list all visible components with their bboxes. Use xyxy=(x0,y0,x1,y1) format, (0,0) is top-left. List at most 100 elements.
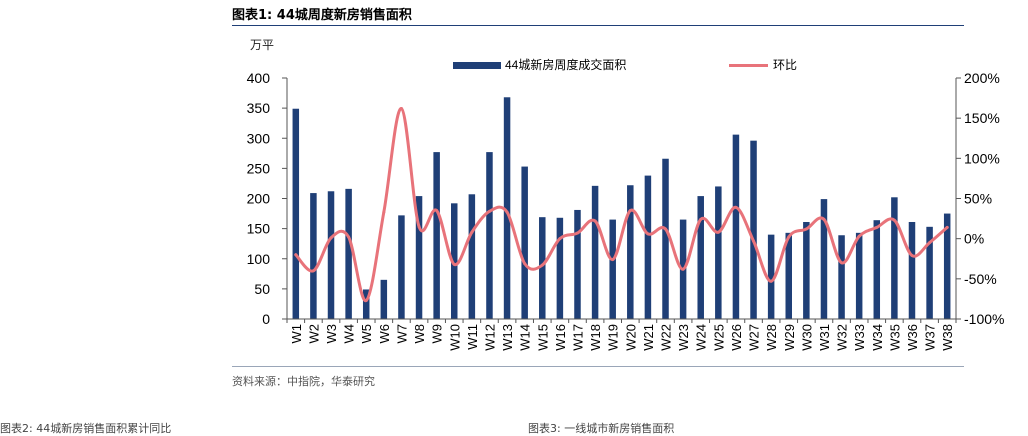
x-axis-tick-label: W28 xyxy=(764,324,779,351)
legend: 44城新房周度成交面积 环比 xyxy=(453,57,797,72)
right-axis-tick-label: 100% xyxy=(964,150,1000,166)
bar xyxy=(644,175,652,319)
ratio-point xyxy=(523,262,527,266)
x-axis-tick-label: W9 xyxy=(430,324,445,344)
ratio-point xyxy=(804,227,808,231)
ratio-point xyxy=(487,209,491,213)
legend-line-label: 环比 xyxy=(773,58,797,72)
left-axis-tick-label: 250 xyxy=(247,160,271,176)
title-rule xyxy=(232,25,964,26)
ratio-point xyxy=(575,231,579,235)
ratio-point xyxy=(558,237,562,241)
ratio-line xyxy=(294,107,949,303)
ratio-point xyxy=(399,107,403,111)
right-axis-tick-label: -100% xyxy=(964,311,1004,327)
x-axis-tick-label: W4 xyxy=(342,324,357,344)
x-axis-tick-label: W33 xyxy=(852,324,867,351)
ratio-point xyxy=(611,258,615,262)
bar xyxy=(591,185,599,319)
bar xyxy=(503,97,511,319)
source-note: 资料来源：中指院，华泰研究 xyxy=(232,375,375,388)
ratio-point xyxy=(329,236,333,240)
x-axis-tick-label: W35 xyxy=(887,324,902,351)
left-axis: 0 50 100 150 200 250 300 350 400 xyxy=(247,70,288,327)
bar xyxy=(380,279,388,319)
bar xyxy=(715,186,722,319)
bar xyxy=(398,215,405,319)
bar xyxy=(750,140,757,319)
bar xyxy=(609,219,616,319)
bar xyxy=(785,232,792,319)
left-axis-unit-label: 万平 xyxy=(250,38,274,52)
ratio-point xyxy=(470,230,474,234)
ratio-point xyxy=(664,227,668,231)
bar xyxy=(362,289,370,319)
bar xyxy=(627,185,634,319)
ratio-point xyxy=(435,209,439,213)
x-axis-tick-label: W21 xyxy=(641,324,656,351)
right-axis-tick-label: 50% xyxy=(964,191,992,207)
left-axis-tick-label: 50 xyxy=(254,281,270,297)
bar xyxy=(873,220,881,319)
x-axis-tick-label: W23 xyxy=(676,324,691,351)
left-axis-tick-label: 100 xyxy=(247,251,271,267)
left-axis-tick-label: 200 xyxy=(247,191,271,207)
bar xyxy=(556,217,564,319)
ratio-point xyxy=(311,269,315,273)
bar xyxy=(803,221,810,319)
ratio-point xyxy=(716,230,720,234)
x-axis-tick-label: W27 xyxy=(747,324,762,351)
right-axis: -100% -50% 0% 50% 100% 150% 200% xyxy=(955,70,1004,327)
bar xyxy=(767,234,775,319)
right-axis-tick-label: 150% xyxy=(964,110,1000,126)
ratio-point xyxy=(364,299,368,303)
ratio-points xyxy=(294,107,949,303)
ratio-point xyxy=(382,210,386,214)
bar xyxy=(292,108,300,319)
bar-series xyxy=(292,97,951,319)
x-axis-tick-label: W37 xyxy=(923,324,938,351)
ratio-point xyxy=(628,209,632,213)
bar xyxy=(697,196,704,319)
left-axis-tick-label: 150 xyxy=(247,221,271,237)
x-axis-tick-label: W2 xyxy=(306,324,321,344)
bar xyxy=(468,194,476,319)
x-axis-tick-label: W38 xyxy=(940,324,955,351)
x-axis-tick-label: W11 xyxy=(465,324,480,350)
x-axis-tick-label: W7 xyxy=(394,324,409,344)
x-axis-tick-label: W32 xyxy=(835,324,850,351)
x-axis-tick-label: W19 xyxy=(606,324,621,351)
left-axis-tick-label: 350 xyxy=(247,100,271,116)
bar xyxy=(433,152,440,319)
ratio-point xyxy=(417,225,421,229)
x-axis-tick-label: W29 xyxy=(782,324,797,351)
ratio-point xyxy=(540,263,544,267)
bar xyxy=(943,213,951,319)
legend-bar-label: 44城新房周度成交面积 xyxy=(505,57,626,72)
x-axis-tick-label: W15 xyxy=(535,324,550,351)
bar xyxy=(908,221,916,319)
ratio-point xyxy=(646,232,650,236)
ratio-point xyxy=(787,235,791,239)
x-axis-tick-label: W12 xyxy=(482,324,497,351)
x-axis: W1 W2 W3 W4 W5 W6 W7 W8 W9 W10 W11 W12 W13 W14 W15 W16 W… xyxy=(286,318,957,351)
bar xyxy=(891,197,898,319)
ratio-point xyxy=(840,261,844,265)
x-axis-tick-label: W20 xyxy=(623,324,638,351)
ratio-point xyxy=(769,279,773,283)
ratio-point xyxy=(752,239,756,243)
x-axis-tick-label: W31 xyxy=(817,324,832,351)
bar xyxy=(345,188,352,319)
bar xyxy=(732,134,740,319)
ratio-point xyxy=(875,225,879,229)
ratio-point xyxy=(910,254,914,258)
source-rule xyxy=(232,366,964,367)
bar xyxy=(838,235,845,319)
x-axis-tick-label: W24 xyxy=(694,324,709,351)
next-figure-caption-left: 图表2: 44城新房销售面积累计同比 xyxy=(0,422,172,435)
ratio-point xyxy=(892,218,896,222)
left-axis-tick-label: 0 xyxy=(262,311,270,327)
x-axis-tick-label: W25 xyxy=(711,324,726,351)
x-axis-tick-label: W18 xyxy=(588,324,603,351)
